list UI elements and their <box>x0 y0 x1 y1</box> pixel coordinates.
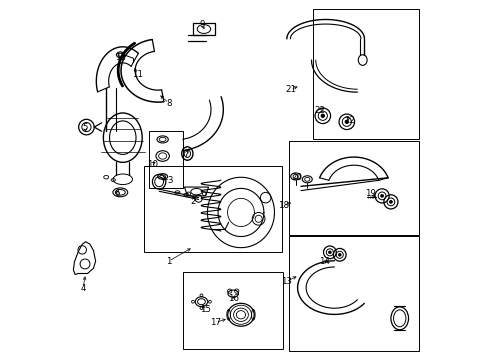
Text: 22: 22 <box>344 116 354 125</box>
Text: 18: 18 <box>277 201 288 210</box>
Text: 20: 20 <box>291 174 302 183</box>
Circle shape <box>328 251 330 254</box>
Text: 21: 21 <box>285 85 295 94</box>
Text: 6: 6 <box>114 189 119 198</box>
Text: 8: 8 <box>166 99 171 108</box>
Circle shape <box>389 201 391 203</box>
Bar <box>143 166 281 252</box>
Text: 9: 9 <box>199 20 204 29</box>
Text: 12: 12 <box>115 53 125 62</box>
Text: 10: 10 <box>146 159 157 168</box>
Bar <box>183 272 283 349</box>
Text: 13: 13 <box>281 277 292 286</box>
Circle shape <box>345 120 348 123</box>
Text: 15: 15 <box>200 305 211 314</box>
Text: 5: 5 <box>82 123 88 132</box>
Bar <box>313 9 418 139</box>
Ellipse shape <box>116 52 124 58</box>
Text: 19: 19 <box>365 189 375 198</box>
Circle shape <box>338 253 341 256</box>
Bar <box>288 141 418 235</box>
Text: 4: 4 <box>80 284 85 293</box>
Polygon shape <box>73 242 96 275</box>
Text: 14: 14 <box>319 257 330 266</box>
Text: 22: 22 <box>314 106 325 115</box>
Circle shape <box>321 114 324 118</box>
Circle shape <box>380 194 383 197</box>
Bar <box>148 131 183 188</box>
Text: 1: 1 <box>165 257 171 266</box>
Text: 3: 3 <box>167 176 173 185</box>
Text: 16: 16 <box>227 294 238 303</box>
Text: 7: 7 <box>183 150 189 159</box>
Text: 11: 11 <box>131 70 142 79</box>
Bar <box>288 237 418 351</box>
Text: 2: 2 <box>190 197 196 206</box>
Text: 17: 17 <box>210 318 221 327</box>
